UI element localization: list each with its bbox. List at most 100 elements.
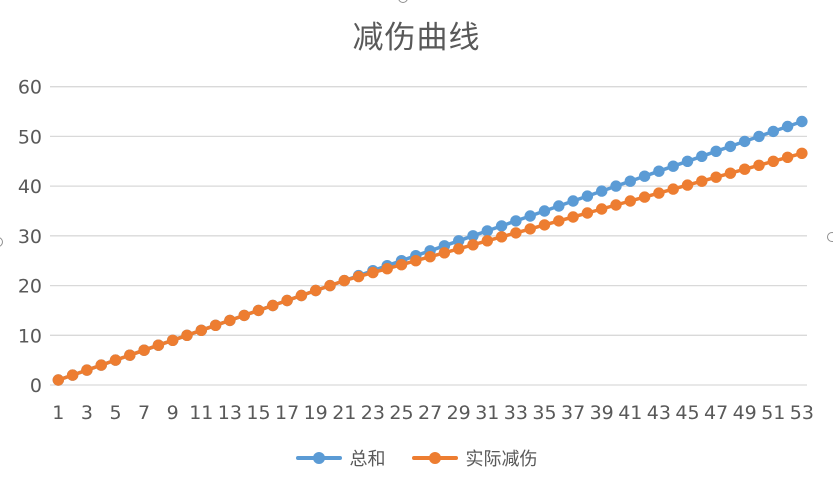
data-point-series-1[interactable] <box>553 200 565 212</box>
data-point-series-1[interactable] <box>581 190 594 202</box>
data-point-series-2[interactable] <box>395 259 408 271</box>
data-point-series-1[interactable] <box>467 230 479 242</box>
data-point-series-1[interactable] <box>739 135 751 148</box>
data-point-series-1[interactable] <box>638 170 651 182</box>
data-point-series-1[interactable] <box>781 120 794 133</box>
legend-item-series-2[interactable]: 实际减伤 <box>411 445 538 471</box>
data-point-series-2[interactable] <box>495 231 508 243</box>
data-point-series-2[interactable] <box>352 270 365 283</box>
x-axis-tick-label: 25 <box>389 402 413 424</box>
data-point-series-2[interactable] <box>167 334 179 346</box>
data-point-series-2[interactable] <box>310 284 322 297</box>
data-point-series-2[interactable] <box>195 324 207 336</box>
data-point-series-2[interactable] <box>653 187 665 199</box>
x-axis-tick-label: 5 <box>109 402 121 424</box>
data-point-series-2[interactable] <box>152 339 165 351</box>
x-axis-tick-label: 45 <box>675 402 699 424</box>
data-point-series-2[interactable] <box>281 294 293 307</box>
data-point-series-2[interactable] <box>66 369 79 381</box>
data-point-series-2[interactable] <box>767 155 779 167</box>
data-point-series-2[interactable] <box>596 203 608 215</box>
data-point-series-2[interactable] <box>553 215 565 227</box>
selection-handle-right[interactable] <box>827 232 833 242</box>
chart-title: 减伤曲线 <box>352 20 481 56</box>
legend: 总和 实际减伤 <box>0 441 833 475</box>
data-point-series-2[interactable] <box>52 374 64 386</box>
data-point-series-2[interactable] <box>367 266 379 279</box>
data-point-series-1[interactable] <box>481 225 493 237</box>
data-point-series-2[interactable] <box>109 354 122 366</box>
data-point-series-1[interactable] <box>667 160 679 172</box>
data-point-series-2[interactable] <box>209 319 222 331</box>
legend-item-series-1[interactable]: 总和 <box>295 445 386 471</box>
data-point-series-2[interactable] <box>753 159 765 171</box>
data-point-series-1[interactable] <box>524 210 536 222</box>
data-point-series-2[interactable] <box>138 344 150 356</box>
data-point-series-1[interactable] <box>796 115 808 128</box>
data-point-series-1[interactable] <box>767 125 779 138</box>
data-point-series-2[interactable] <box>467 239 479 251</box>
x-axis-tick-label: 1 <box>52 402 64 424</box>
data-point-series-2[interactable] <box>238 309 250 322</box>
legend-marker-line-icon <box>411 452 458 464</box>
x-axis-tick-label: 11 <box>189 402 213 424</box>
x-axis-tick-label: 39 <box>590 402 614 424</box>
data-point-series-1[interactable] <box>624 175 636 187</box>
data-point-series-1[interactable] <box>753 130 765 143</box>
data-point-series-1[interactable] <box>510 215 522 227</box>
data-point-series-2[interactable] <box>510 227 522 239</box>
data-point-series-2[interactable] <box>410 255 422 267</box>
data-point-series-2[interactable] <box>638 191 651 203</box>
y-axis-tick-label: 0 <box>30 375 42 397</box>
data-point-series-2[interactable] <box>438 247 451 259</box>
data-point-series-2[interactable] <box>338 274 350 287</box>
data-point-series-2[interactable] <box>124 349 136 361</box>
data-point-series-2[interactable] <box>267 299 279 312</box>
data-point-series-2[interactable] <box>781 151 794 163</box>
data-point-series-2[interactable] <box>81 364 93 376</box>
data-point-series-1[interactable] <box>538 205 551 217</box>
data-point-series-2[interactable] <box>224 314 236 327</box>
data-point-series-2[interactable] <box>667 183 679 195</box>
data-point-series-2[interactable] <box>724 167 737 179</box>
data-point-series-2[interactable] <box>624 195 636 207</box>
data-point-series-1[interactable] <box>696 150 708 162</box>
data-point-series-2[interactable] <box>295 289 308 302</box>
data-point-series-2[interactable] <box>567 211 579 223</box>
data-point-series-2[interactable] <box>710 171 722 183</box>
data-point-series-2[interactable] <box>381 263 393 275</box>
data-point-series-2[interactable] <box>739 163 751 175</box>
data-point-series-1[interactable] <box>596 185 608 197</box>
data-point-series-2[interactable] <box>610 199 622 211</box>
x-axis-tick-label: 23 <box>361 402 385 424</box>
x-axis-tick-label: 47 <box>704 402 728 424</box>
data-point-series-2[interactable] <box>453 243 465 255</box>
data-point-series-2[interactable] <box>796 147 808 159</box>
data-point-series-1[interactable] <box>710 145 722 157</box>
data-point-series-2[interactable] <box>681 179 694 191</box>
data-point-series-1[interactable] <box>681 155 694 167</box>
data-point-series-2[interactable] <box>696 175 708 187</box>
x-axis-tick-label: 53 <box>790 402 814 424</box>
y-axis-tick-label: 20 <box>18 276 42 298</box>
data-point-series-1[interactable] <box>567 195 579 207</box>
data-point-series-2[interactable] <box>252 304 265 317</box>
x-axis-tick-label: 3 <box>81 402 93 424</box>
data-point-series-2[interactable] <box>181 329 193 341</box>
data-point-series-2[interactable] <box>95 359 107 371</box>
data-point-series-1[interactable] <box>453 235 465 247</box>
data-point-series-2[interactable] <box>481 235 493 247</box>
data-point-series-1[interactable] <box>653 165 665 177</box>
data-point-series-1[interactable] <box>610 180 622 192</box>
data-point-series-1[interactable] <box>495 220 508 232</box>
data-point-series-1[interactable] <box>724 140 737 153</box>
x-axis-tick-label: 17 <box>275 402 299 424</box>
data-point-series-2[interactable] <box>581 207 594 219</box>
x-axis-tick-label: 9 <box>167 402 179 424</box>
data-point-series-2[interactable] <box>538 219 551 231</box>
data-point-series-2[interactable] <box>524 223 536 235</box>
data-point-series-2[interactable] <box>324 279 336 292</box>
data-point-series-2[interactable] <box>424 251 436 263</box>
